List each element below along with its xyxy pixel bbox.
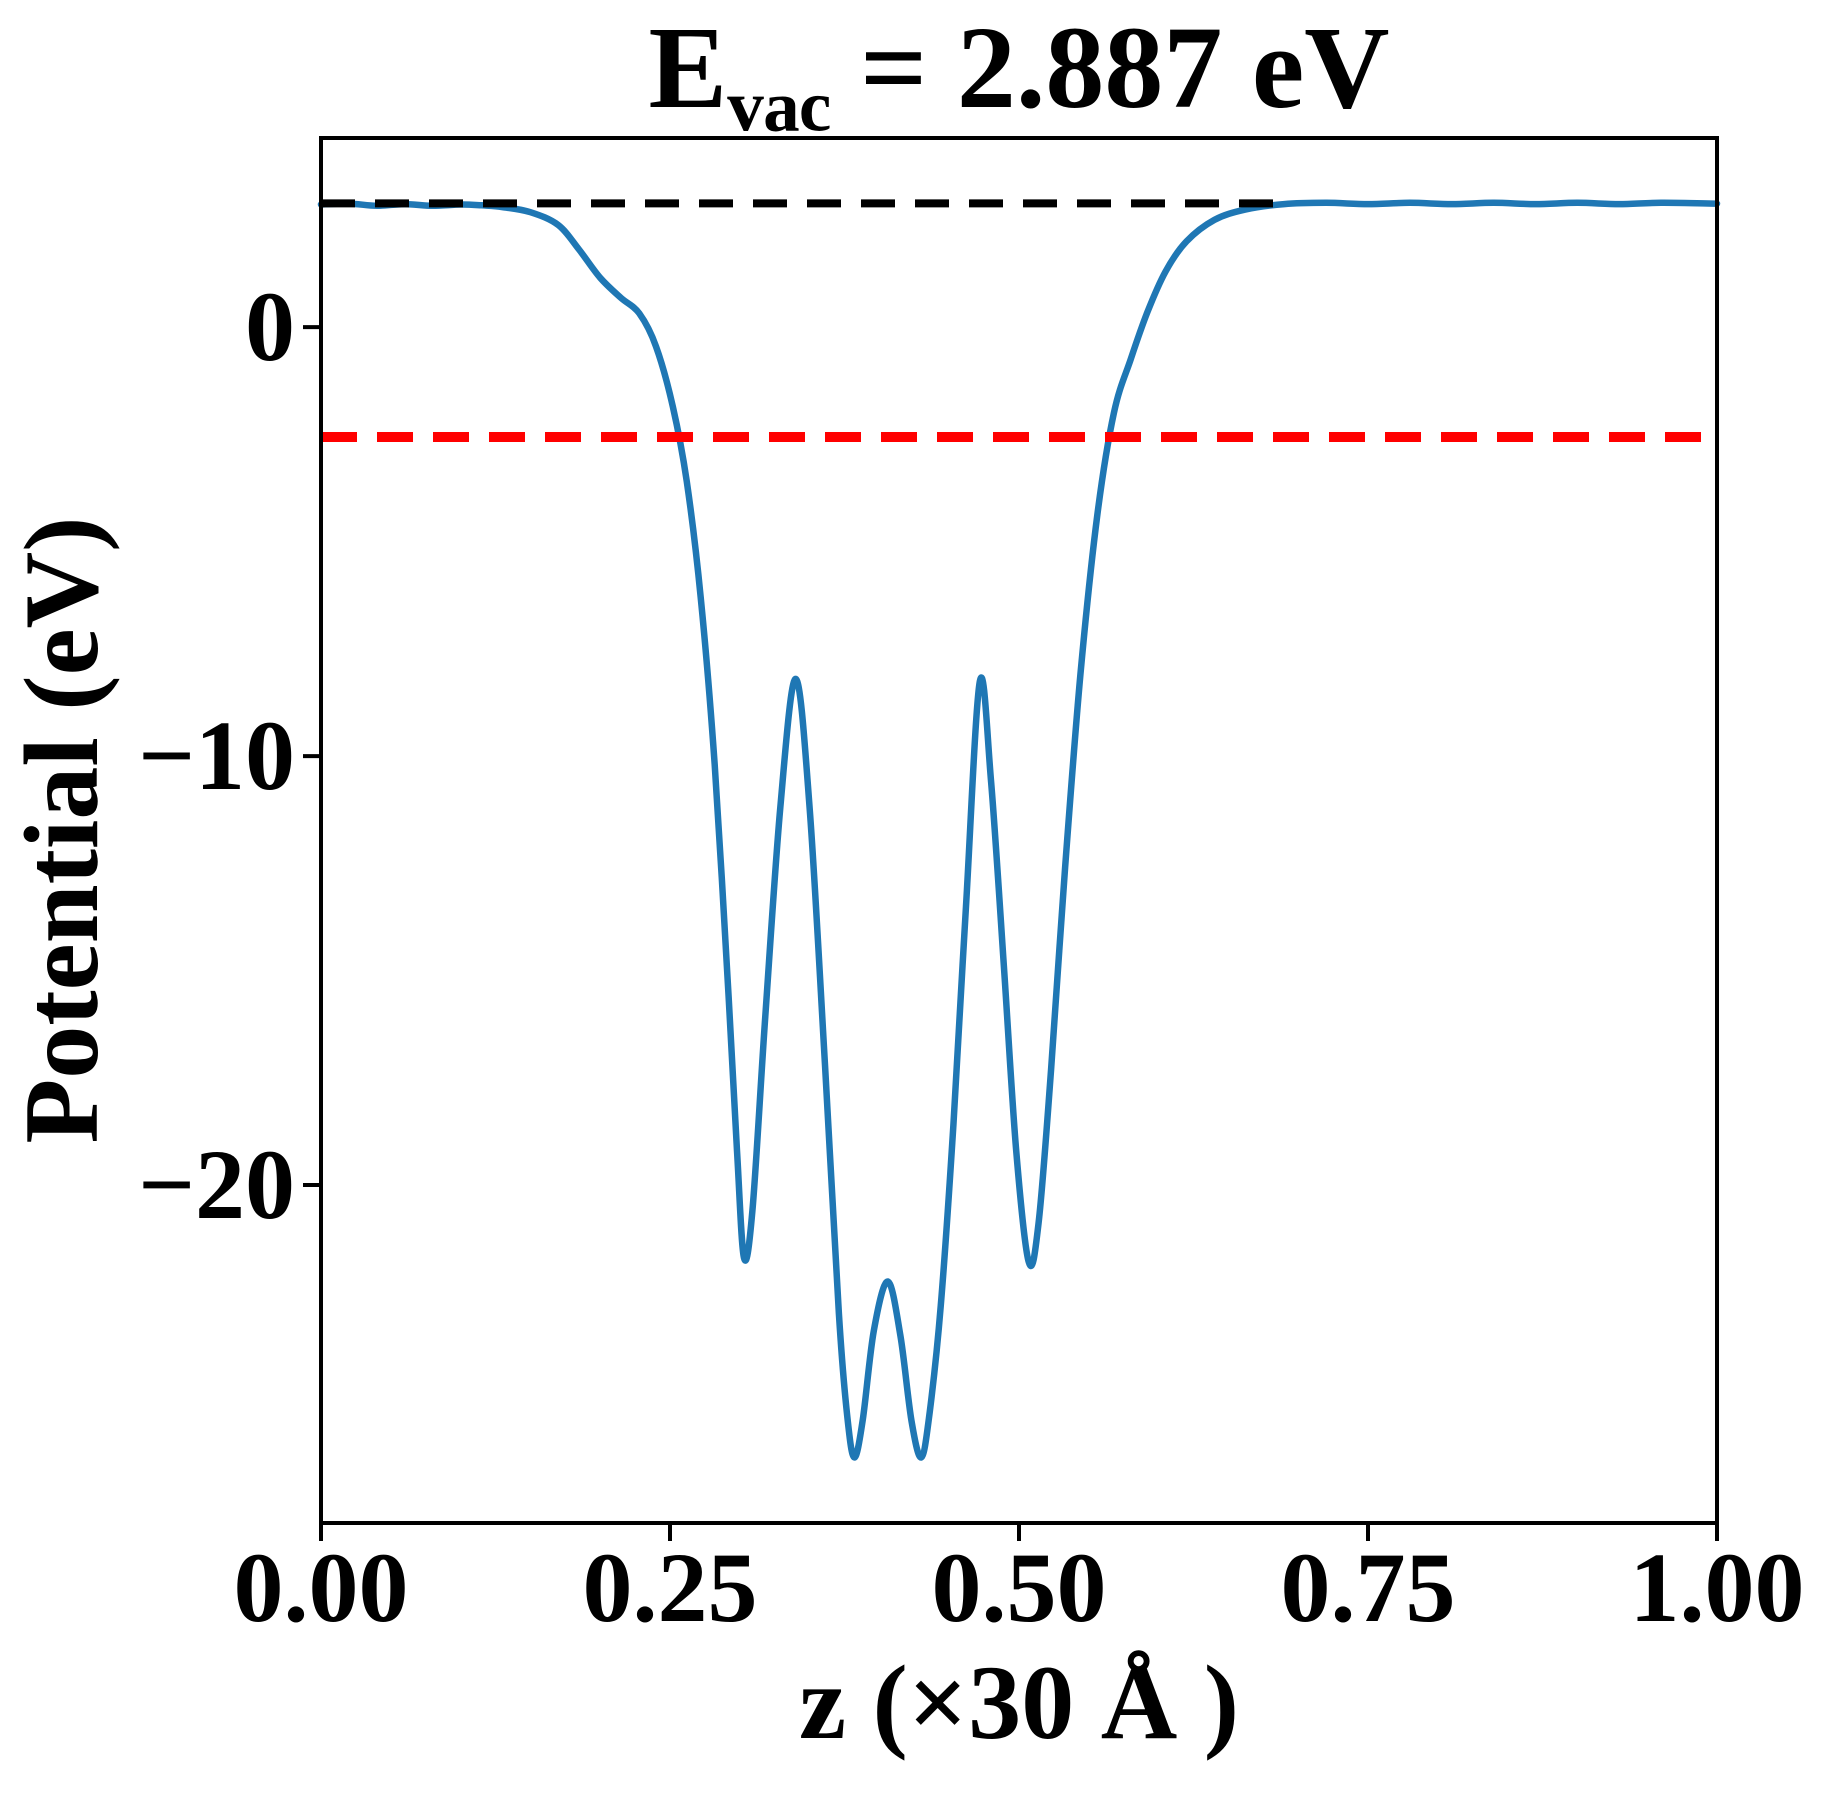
axes-frame xyxy=(319,136,1719,1525)
planar-averaged-potential-curve xyxy=(317,199,1721,1461)
